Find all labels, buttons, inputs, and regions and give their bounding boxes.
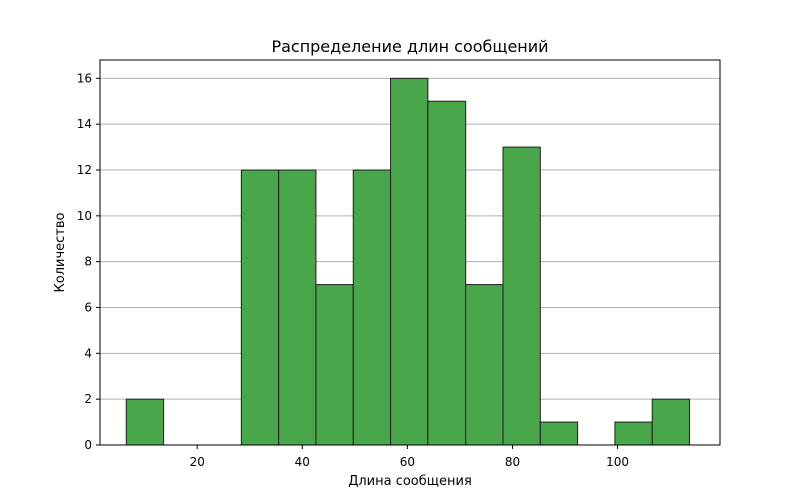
histogram-bars <box>125 77 691 446</box>
histogram-bar <box>240 169 280 446</box>
y-tick-label: 8 <box>84 255 92 269</box>
histogram-bar <box>465 284 504 446</box>
axis-ticks: 0 2 4 6 8 10 12 14 16 20 40 60 80 100 <box>77 71 629 469</box>
x-tick-label: 100 <box>606 455 629 469</box>
x-tick-label: 80 <box>505 455 520 469</box>
histogram-bar <box>539 421 579 446</box>
y-tick-label: 16 <box>77 71 92 85</box>
y-tick-label: 10 <box>77 209 92 223</box>
y-tick-label: 0 <box>84 438 92 452</box>
plot-frame <box>99 59 721 446</box>
x-axis-label: Длина сообщения <box>348 474 472 489</box>
y-tick-label: 4 <box>84 346 92 360</box>
y-tick-label: 2 <box>84 392 92 406</box>
x-tick-label: 60 <box>400 455 415 469</box>
histogram-bar <box>278 169 317 446</box>
x-tick-label: 20 <box>190 455 205 469</box>
histogram-bar <box>352 169 392 446</box>
y-tick-label: 12 <box>77 163 92 177</box>
histogram-bar <box>427 100 467 446</box>
histogram-bar <box>390 77 429 446</box>
histogram-bar <box>502 146 541 446</box>
histogram-bar <box>315 284 354 446</box>
histogram-bar <box>125 398 165 446</box>
y-axis-label: Количество <box>53 212 68 292</box>
chart-title: Распределение длин сообщений <box>271 37 548 56</box>
histogram-bar <box>614 421 653 446</box>
y-tick-label: 14 <box>77 117 92 131</box>
y-tick-label: 6 <box>84 301 92 315</box>
histogram-bar <box>651 398 691 446</box>
x-tick-label: 40 <box>295 455 310 469</box>
